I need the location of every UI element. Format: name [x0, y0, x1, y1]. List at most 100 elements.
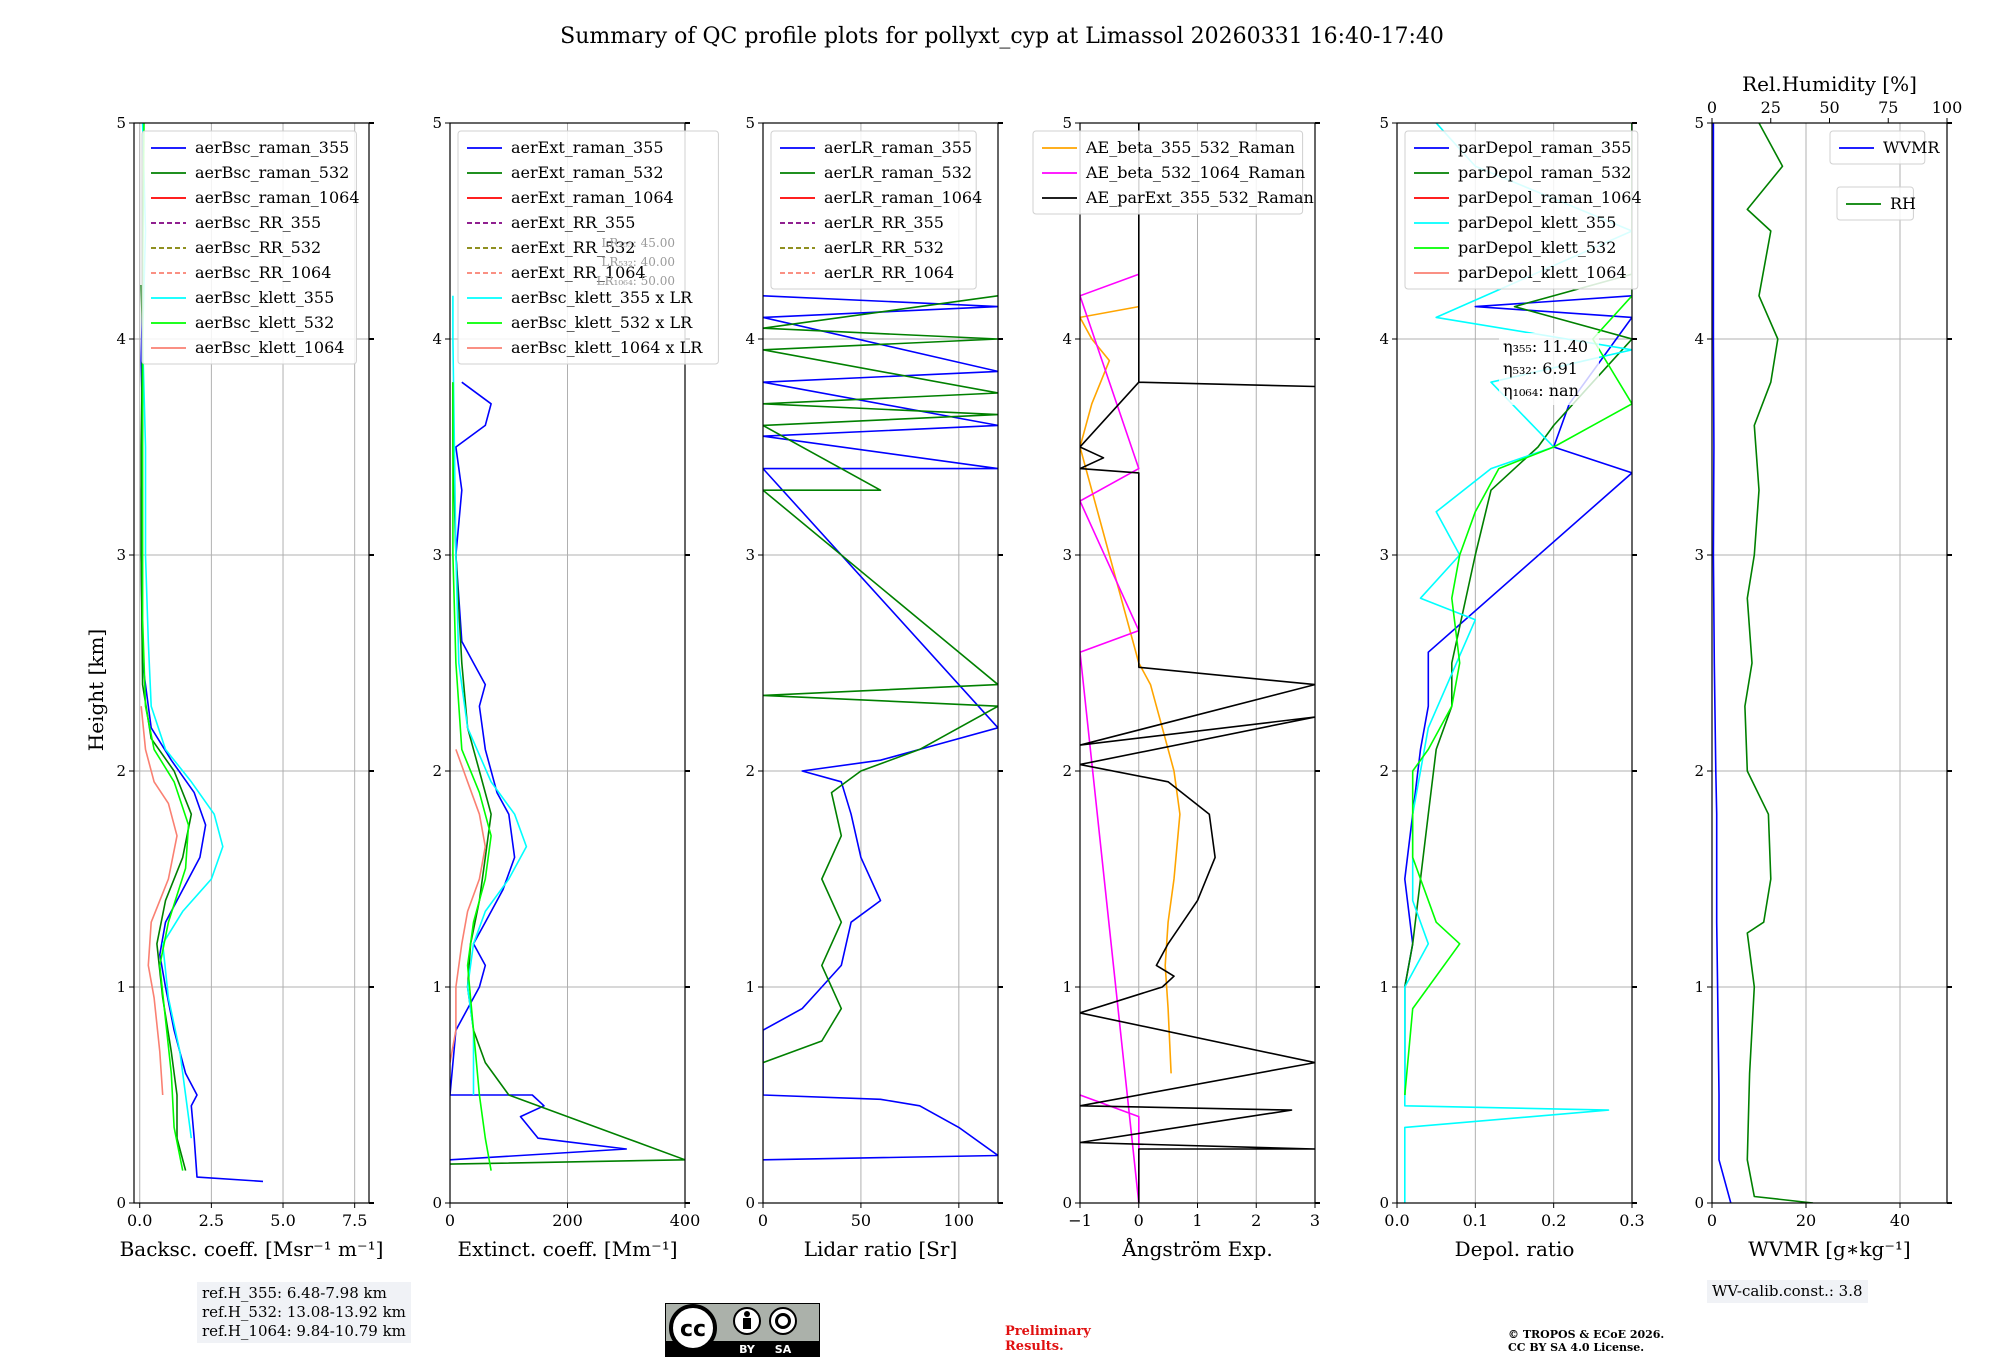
y-tick-label: 1: [432, 978, 442, 996]
legend-label: parDepol_raman_1064: [1458, 188, 1642, 207]
legend: aerLR_raman_355 aerLR_raman_532 aerLR_rama…: [770, 130, 982, 290]
legend-label: aerLR_RR_1064: [824, 263, 954, 282]
y-tick-label: 1: [1062, 978, 1072, 996]
series-line-aerBsc_klett_355 x LR: [452, 295, 528, 1095]
legend-label: parDepol_raman_355: [1458, 138, 1631, 157]
legend-label: RH: [1890, 194, 1916, 213]
legend-frame: [141, 130, 357, 365]
x-axis-label: WVMR [g∗kg⁻¹]: [1748, 1237, 1910, 1261]
y-tick-label: 2: [1694, 762, 1704, 780]
shared-y-axis-label: Height [km]: [84, 629, 108, 751]
series-line-aerBsc_klett_355: [141, 123, 224, 1139]
wv-calibration-box: WV-calib.const.: 3.8: [1707, 1280, 1868, 1303]
x-tick-label: 0: [1707, 1211, 1717, 1230]
lr-annotation: LR₃₅₅: 45.00: [601, 236, 675, 250]
legend: AE_beta_355_532_Raman AE_beta_532_1064_Ra…: [1032, 130, 1314, 215]
x-tick-label: 0: [1134, 1211, 1144, 1230]
by-label: BY: [739, 1343, 756, 1356]
y-tick-label: 3: [432, 546, 442, 564]
legend-label: aerBsc_klett_355 x LR: [511, 288, 693, 307]
legend-label: aerLR_RR_355: [824, 213, 944, 232]
y-tick-label: 2: [432, 762, 442, 780]
y-tick-label: 2: [1062, 762, 1072, 780]
legend-frame: [1032, 130, 1304, 215]
legend-label: aerExt_raman_355: [511, 138, 664, 157]
series-group: [1404, 123, 1632, 1203]
top-x-axis-label: Rel.Humidity [%]: [1742, 72, 1917, 96]
y-tick-label: 3: [1379, 546, 1389, 564]
x-tick-label: 0.2: [1541, 1211, 1566, 1230]
eta-box: [1499, 333, 1599, 405]
eta-annotation: η₃₅₅: 11.40 η₅₃₂: 6.91 η₁₀₆₄: nan: [1499, 333, 1599, 405]
series-line-aerLR_raman_532: [763, 295, 998, 1064]
y-tick-label: 4: [116, 330, 126, 348]
legend-label: aerBsc_raman_1064: [195, 188, 360, 207]
legend-label: aerExt_RR_355: [511, 213, 635, 232]
y-tick-label: 4: [745, 330, 755, 348]
figure-title: Summary of QC profile plots for pollyxt_…: [560, 24, 1444, 49]
y-tick-label: 5: [1062, 114, 1072, 132]
series-line-parDepol_raman_355: [1404, 295, 1632, 1095]
series-line-aerBsc_raman_532: [140, 284, 193, 1171]
x-tick-label: 5.0: [270, 1211, 295, 1230]
x-tick-label: 2: [1251, 1211, 1261, 1230]
y-tick-label: 5: [745, 114, 755, 132]
series-line-RH: [1744, 123, 1814, 1203]
series-line-aerExt_raman_355: [450, 381, 628, 1161]
series-line-aerExt_raman_532: [450, 382, 685, 1165]
legend-frame: [457, 130, 719, 365]
y-tick-label: 0: [1379, 1194, 1389, 1212]
ref-height-1064: ref.H_1064: 9.84-10.79 km: [202, 1322, 406, 1340]
panel-depol: 0 1 2 3 4 5 0.0 0.1 0.2 0.3 Depol. ratio parDepol_r…: [1379, 114, 1644, 1261]
top-x-tick-label: 25: [1761, 98, 1781, 117]
legend-label: aerExt_raman_1064: [511, 188, 674, 207]
legend-label: aerBsc_RR_355: [195, 213, 321, 232]
sa-label: SA: [775, 1343, 792, 1356]
x-axis-label: Lidar ratio [Sr]: [804, 1237, 958, 1261]
y-tick-label: 3: [1694, 546, 1704, 564]
y-tick-label: 1: [116, 978, 126, 996]
legend-label: parDepol_klett_532: [1458, 238, 1616, 257]
x-axis-label: Backsc. coeff. [Msr⁻¹ m⁻¹]: [120, 1237, 384, 1261]
series-line-WVMR: [1712, 123, 1732, 1203]
y-tick-label: 2: [1379, 762, 1389, 780]
y-tick-label: 4: [1379, 330, 1389, 348]
lr-annotation: LR₁₀₆₄: 50.00: [597, 274, 675, 288]
y-tick-label: 0: [1062, 1194, 1072, 1212]
legend-label: aerBsc_RR_1064: [195, 263, 331, 282]
legend-label: aerExt_raman_532: [511, 163, 664, 182]
sa-share-alike-icon: [769, 1307, 797, 1335]
y-tick-label: 4: [1062, 330, 1072, 348]
preliminary-results-note: Preliminary Results.: [1005, 1324, 1091, 1354]
y-tick-label: 0: [432, 1194, 442, 1212]
legend-label: aerBsc_klett_1064: [195, 338, 344, 357]
cc-logo-icon: [669, 1304, 717, 1352]
legend-label: aerLR_RR_532: [824, 238, 944, 257]
x-tick-label: 2.5: [199, 1211, 224, 1230]
y-tick-label: 0: [745, 1194, 755, 1212]
copyright-note: © TROPOS & ECoE 2026. CC BY SA 4.0 Licen…: [1508, 1328, 1664, 1354]
legend-label: aerLR_raman_532: [824, 163, 972, 182]
y-tick-label: 0: [1694, 1194, 1704, 1212]
cc-by-sa-license-badge: cc BY SA: [665, 1303, 820, 1357]
x-tick-label: 0: [758, 1211, 768, 1230]
x-tick-label: 3: [1310, 1211, 1320, 1230]
y-tick-label: 3: [1062, 546, 1072, 564]
y-tick-label: 4: [432, 330, 442, 348]
legend-frame: [1829, 130, 1926, 165]
legend-label: aerBsc_klett_355: [195, 288, 334, 307]
legend-label: AE_beta_355_532_Raman: [1085, 138, 1295, 157]
legend-label: parDepol_klett_1064: [1458, 263, 1627, 282]
x-tick-label: 0.0: [1384, 1211, 1409, 1230]
series-group: [140, 123, 264, 1183]
top-x-tick-label: 50: [1819, 98, 1839, 117]
legend: parDepol_raman_355 parDepol_raman_532 parD…: [1404, 130, 1642, 290]
ref-height-355: ref.H_355: 6.48-7.98 km: [202, 1284, 387, 1302]
legend-label: AE_parExt_355_532_Raman: [1085, 188, 1314, 207]
plot-frame: [762, 122, 999, 1204]
y-tick-label: 3: [116, 546, 126, 564]
legend-label: aerBsc_klett_532: [195, 313, 334, 332]
